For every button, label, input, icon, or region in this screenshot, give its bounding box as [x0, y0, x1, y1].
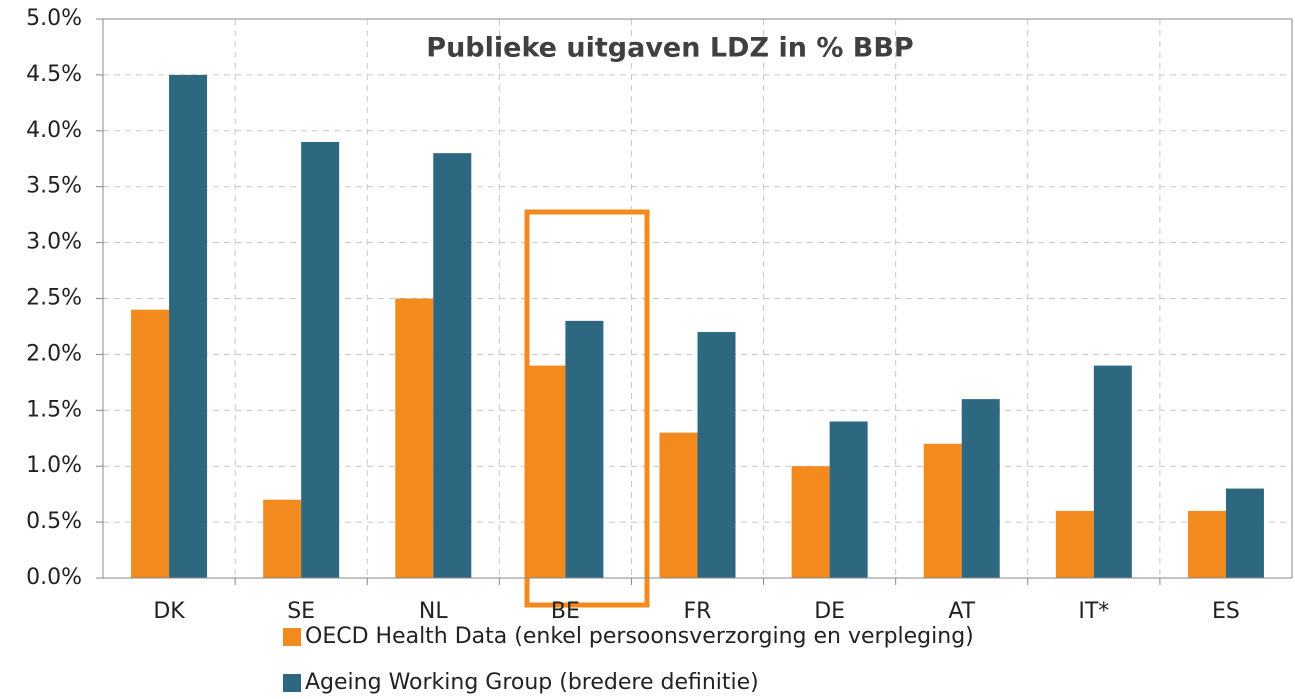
legend-swatch	[283, 628, 301, 646]
bar	[659, 432, 698, 578]
legend-label: Ageing Working Group (bredere definitie)	[305, 670, 759, 695]
bar	[131, 309, 170, 578]
x-tick-label: FR	[684, 599, 712, 624]
y-tick-label: 1.0%	[26, 453, 82, 478]
bar	[527, 365, 566, 578]
y-tick-label: 5.0%	[26, 6, 82, 31]
bar	[1093, 365, 1132, 578]
bars	[131, 74, 1264, 579]
legend-label: OECD Health Data (enkel persoonsverzorgi…	[305, 624, 974, 649]
legend-swatch	[283, 674, 301, 692]
bar	[697, 332, 736, 578]
bar	[263, 499, 302, 578]
foreground: 0.0% 0.5% 1.0% 1.5% 2.0% 2.5% 3.0% 3.5% 4.0% 4.5%…	[26, 6, 1292, 695]
x-tick-label: IT*	[1078, 599, 1109, 624]
highlight-box	[524, 209, 650, 608]
bar	[169, 74, 208, 579]
x-tick-label: NL	[419, 599, 448, 624]
bar	[433, 153, 472, 578]
bar	[829, 421, 868, 578]
x-tick-label: ES	[1212, 599, 1240, 624]
bar	[923, 443, 962, 578]
bar	[565, 320, 604, 578]
x-tick-label: DK	[153, 599, 185, 624]
chart-title: Publieke uitgaven LDZ in % BBP	[426, 33, 913, 64]
y-tick-label: 1.5%	[26, 397, 82, 422]
bar	[1225, 488, 1264, 578]
y-tick-label: 3.5%	[26, 174, 82, 199]
y-tick-label: 0.0%	[26, 565, 82, 590]
bar	[961, 399, 1000, 578]
y-tick-label: 4.5%	[26, 62, 82, 87]
x-tick-label: BE	[551, 599, 580, 624]
bar	[1187, 510, 1226, 578]
bar	[301, 141, 340, 579]
y-tick-label: 2.5%	[26, 286, 82, 311]
bar	[1055, 510, 1094, 578]
y-tick-label: 3.0%	[26, 230, 82, 255]
x-tick-label: DE	[814, 599, 845, 624]
y-tick-label: 2.0%	[26, 341, 82, 366]
bar	[395, 298, 434, 578]
x-tick-label: AT	[948, 599, 975, 624]
y-tick-label: 0.5%	[26, 509, 82, 534]
y-tick-label: 4.0%	[26, 118, 82, 143]
bar	[791, 466, 830, 578]
x-tick-label: SE	[287, 599, 315, 624]
